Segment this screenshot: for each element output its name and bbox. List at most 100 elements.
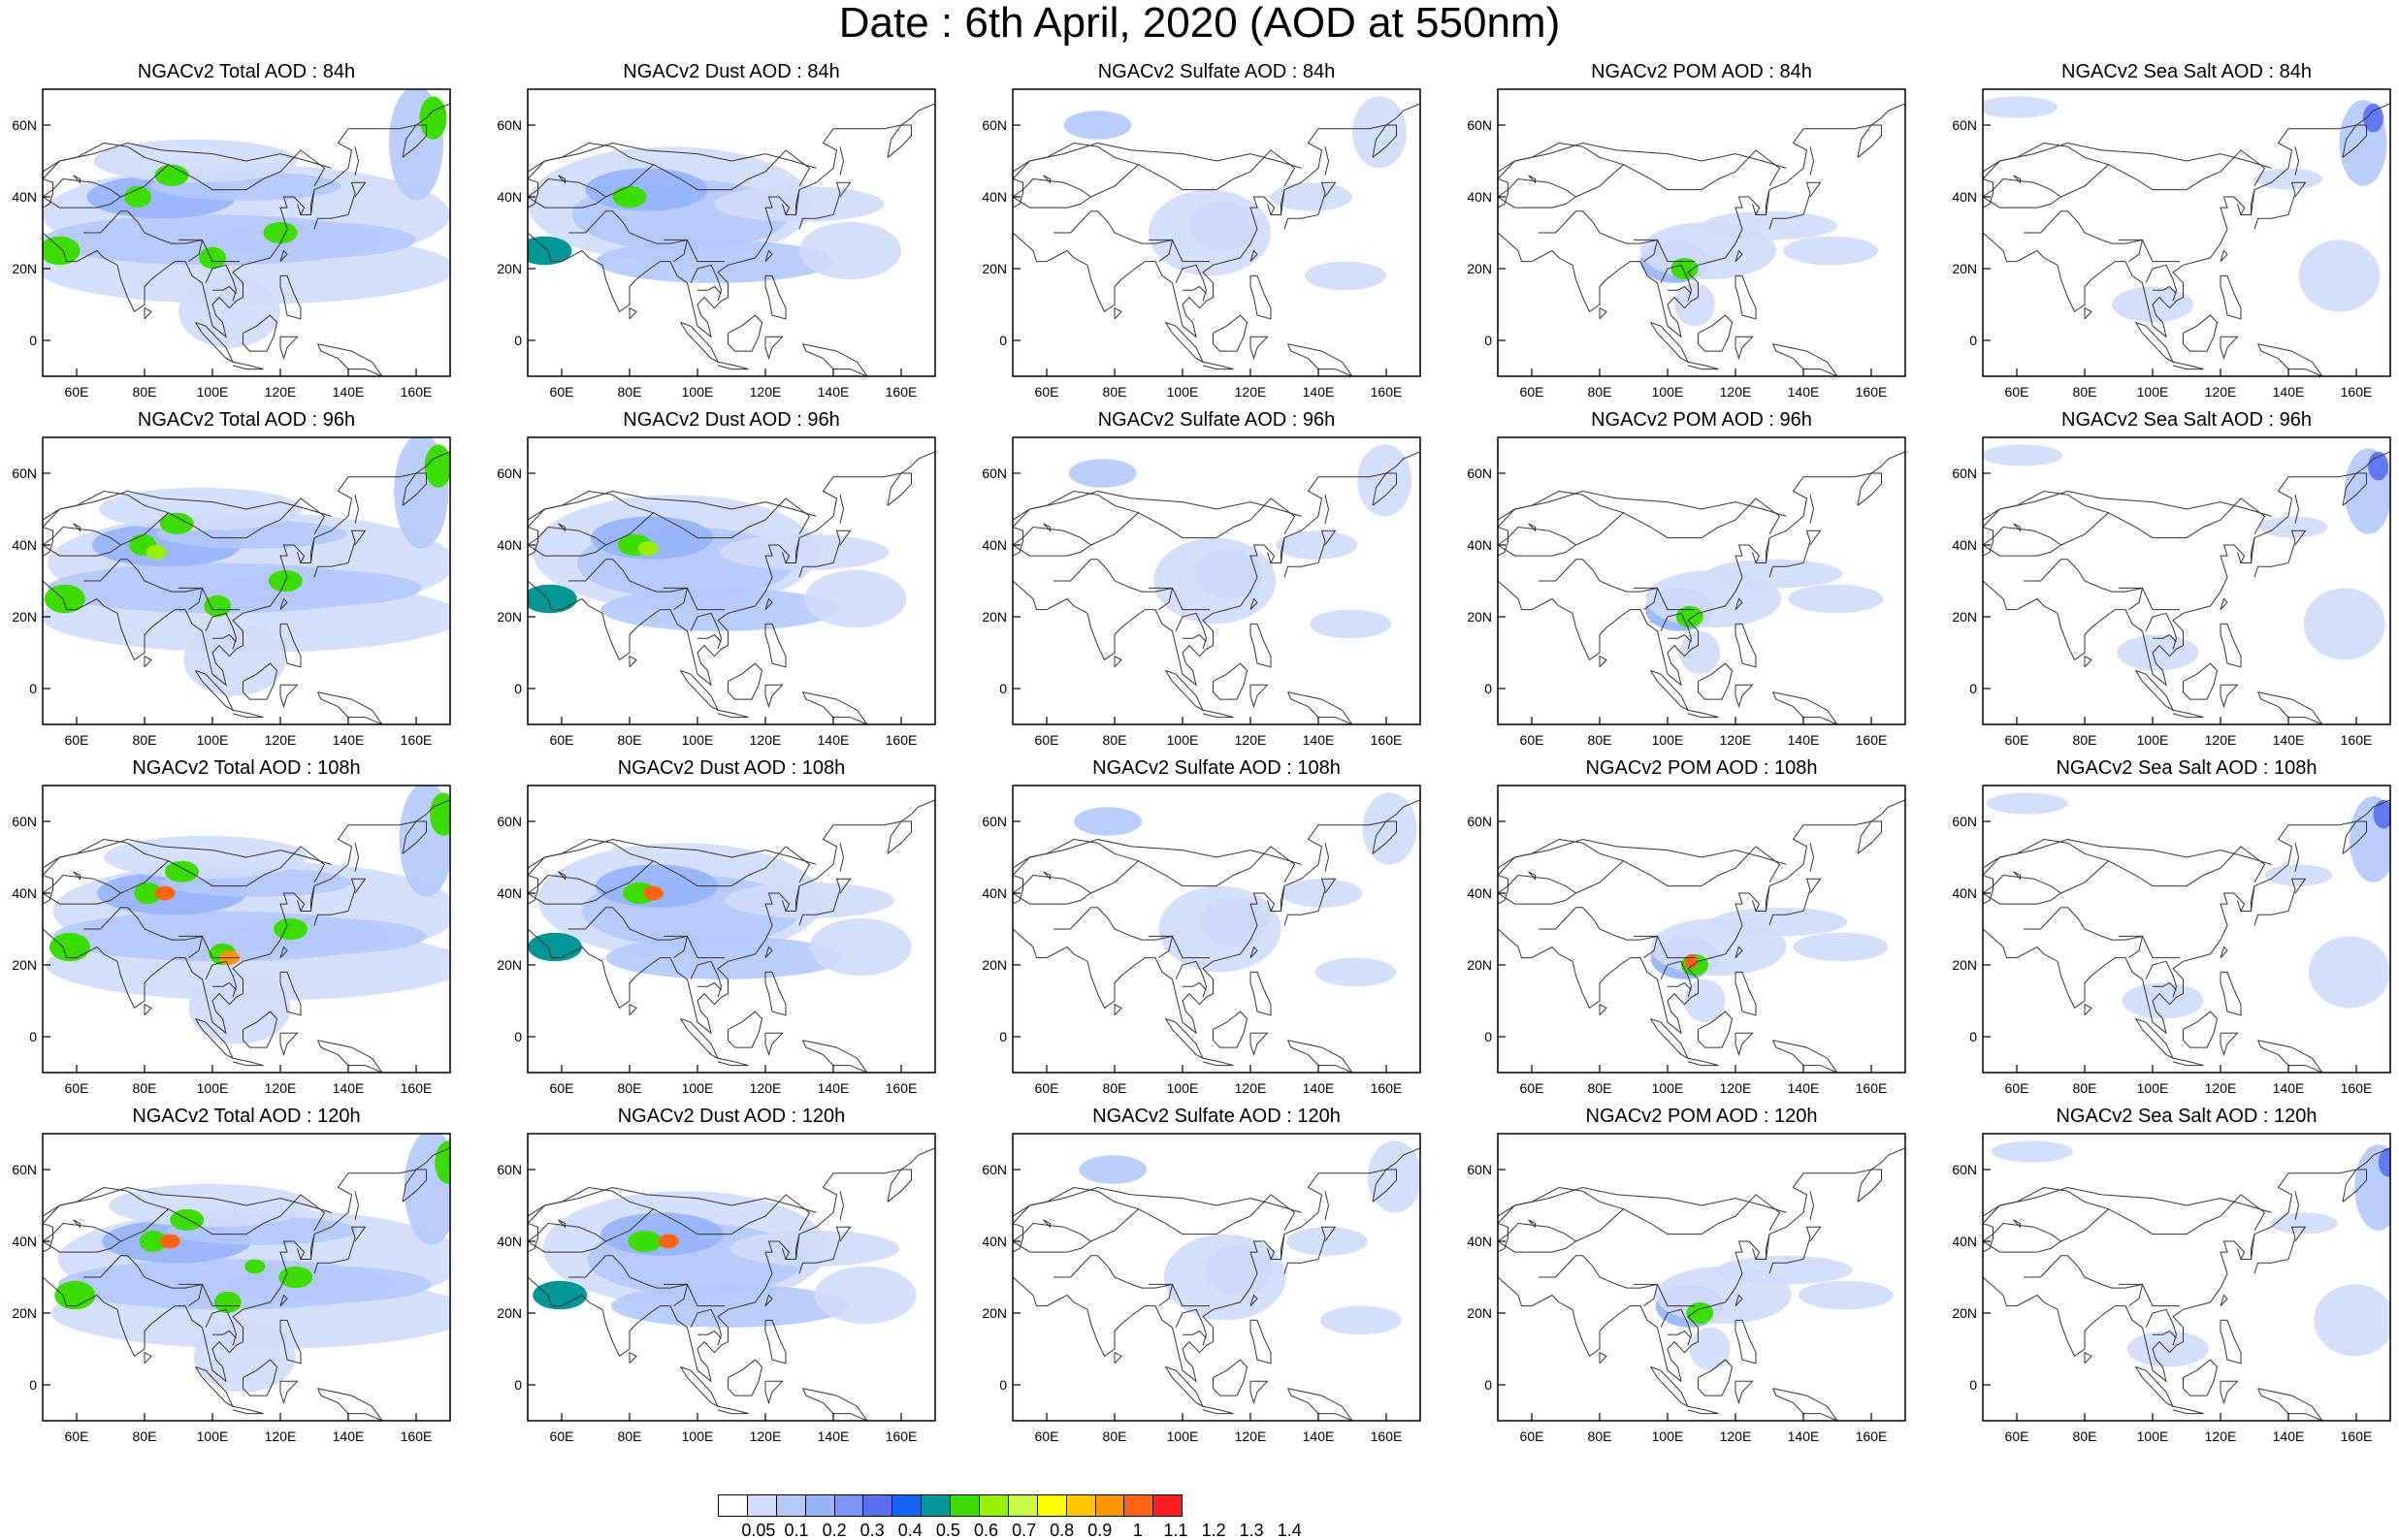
coastline — [1249, 274, 1272, 320]
coastline — [1267, 1234, 1285, 1260]
x-tick-label: 120E — [749, 384, 782, 400]
aerosol-plume — [1319, 1305, 1402, 1335]
coastline — [1734, 946, 1743, 958]
aerosol-plume — [1314, 957, 1397, 987]
coastline — [528, 177, 607, 209]
coastline — [1687, 1405, 1719, 1415]
y-tick-label: 20N — [12, 957, 37, 973]
aerosol-plume — [1163, 1234, 1286, 1321]
x-tick-label: 120E — [2204, 1428, 2237, 1444]
coastline — [402, 472, 427, 506]
coastline — [1267, 189, 1285, 215]
coastline — [717, 1057, 749, 1067]
y-tick-label: 60N — [497, 117, 522, 133]
aerosol-plume — [533, 1280, 588, 1310]
coastline — [2060, 497, 2266, 546]
x-tick-label: 80E — [617, 384, 642, 400]
aerosol-plume — [725, 882, 894, 918]
colorbar-swatch — [1036, 1494, 1067, 1517]
aerosol-plume — [124, 185, 151, 209]
coastline — [2342, 1169, 2367, 1203]
aerosol-plume — [2264, 864, 2333, 886]
y-tick-label: 20N — [497, 957, 522, 973]
aerosol-plume — [2309, 936, 2390, 1009]
coastline — [887, 124, 912, 158]
aerosol-plume — [435, 1140, 450, 1184]
y-tick-label: 60N — [12, 465, 37, 481]
coastline — [680, 1018, 720, 1060]
x-tick-label: 120E — [1719, 1428, 1752, 1444]
y-tick-label: 40N — [1467, 537, 1492, 553]
x-tick-label: 80E — [617, 1428, 642, 1444]
coastline — [1013, 1223, 1023, 1253]
coastline — [1213, 1359, 1248, 1396]
x-tick-label: 160E — [1370, 384, 1403, 400]
y-tick-label: 40N — [982, 537, 1007, 553]
coastline — [317, 343, 383, 376]
aerosol-plume — [612, 185, 647, 209]
x-tick-label: 100E — [196, 732, 229, 748]
aod-map — [527, 436, 936, 725]
map-panel: NGACv2 POM AOD : 108h 60N 40N 20N 0 60E 80E 100… — [1459, 756, 1906, 1101]
y-tick-label: 40N — [497, 885, 522, 901]
coastline — [1013, 799, 1420, 1035]
x-tick-label: 160E — [2340, 1428, 2373, 1444]
coastline — [1687, 361, 1719, 370]
coastline — [1634, 1283, 1695, 1307]
map-frame — [42, 88, 451, 377]
y-tick-label: 60N — [1952, 814, 1977, 829]
x-tick-label: 140E — [1787, 732, 1820, 748]
coastline — [2084, 306, 2092, 320]
coastline — [528, 799, 935, 1035]
coastline — [1090, 846, 1296, 894]
coastline — [279, 1294, 288, 1306]
coastline — [1287, 1040, 1353, 1073]
x-tick-label: 160E — [1855, 384, 1888, 400]
coastline — [1734, 971, 1757, 1016]
coastline — [1660, 612, 1693, 650]
aerosol-plume — [49, 932, 90, 962]
panel-title: NGACv2 Total AOD : 84h — [137, 61, 356, 82]
coastline — [1114, 1003, 1122, 1016]
aerosol-plume — [154, 164, 189, 186]
coastline — [354, 495, 360, 524]
aerosol-plume — [244, 1259, 266, 1274]
aerosol-plume — [628, 1230, 663, 1253]
coastline — [354, 146, 360, 176]
coastline — [1498, 1147, 1905, 1383]
coastline — [887, 472, 912, 506]
coastline — [1090, 149, 1296, 198]
coastline — [1668, 285, 1692, 295]
x-tick-label: 60E — [64, 1080, 89, 1096]
aod-map — [1497, 1133, 1906, 1422]
aod-map — [1982, 785, 2391, 1074]
coastline — [1372, 124, 1397, 158]
coastline — [279, 971, 302, 1016]
colorbar-label: 0.6 — [973, 1521, 999, 1540]
panel-title: NGACv2 Total AOD : 96h — [137, 409, 356, 431]
y-tick-label: 40N — [497, 1234, 522, 1249]
map-frame — [42, 436, 451, 725]
x-tick-label: 140E — [1787, 1080, 1820, 1096]
panel-title: NGACv2 Sulfate AOD : 96h — [1097, 409, 1336, 431]
map-frame — [527, 785, 936, 1074]
coastline — [1734, 1319, 1757, 1364]
coastline — [1734, 1380, 1754, 1405]
coastline — [1324, 146, 1330, 176]
coastline — [2183, 662, 2219, 700]
coastline — [1857, 472, 1882, 506]
aerosol-plume — [1149, 189, 1271, 276]
y-tick-label: 60N — [12, 117, 37, 133]
coastline — [1983, 142, 2109, 179]
coastline — [354, 843, 360, 872]
y-tick-label: 40N — [12, 537, 37, 553]
coastline — [1249, 336, 1269, 361]
coastline — [1983, 451, 2390, 687]
coastline — [2220, 684, 2239, 709]
coastline — [1013, 451, 1420, 687]
aerosol-plume — [204, 594, 232, 617]
coastline — [1498, 451, 1905, 687]
coastline — [279, 1032, 299, 1057]
coastline — [1650, 1018, 1690, 1060]
coastline — [144, 306, 152, 320]
